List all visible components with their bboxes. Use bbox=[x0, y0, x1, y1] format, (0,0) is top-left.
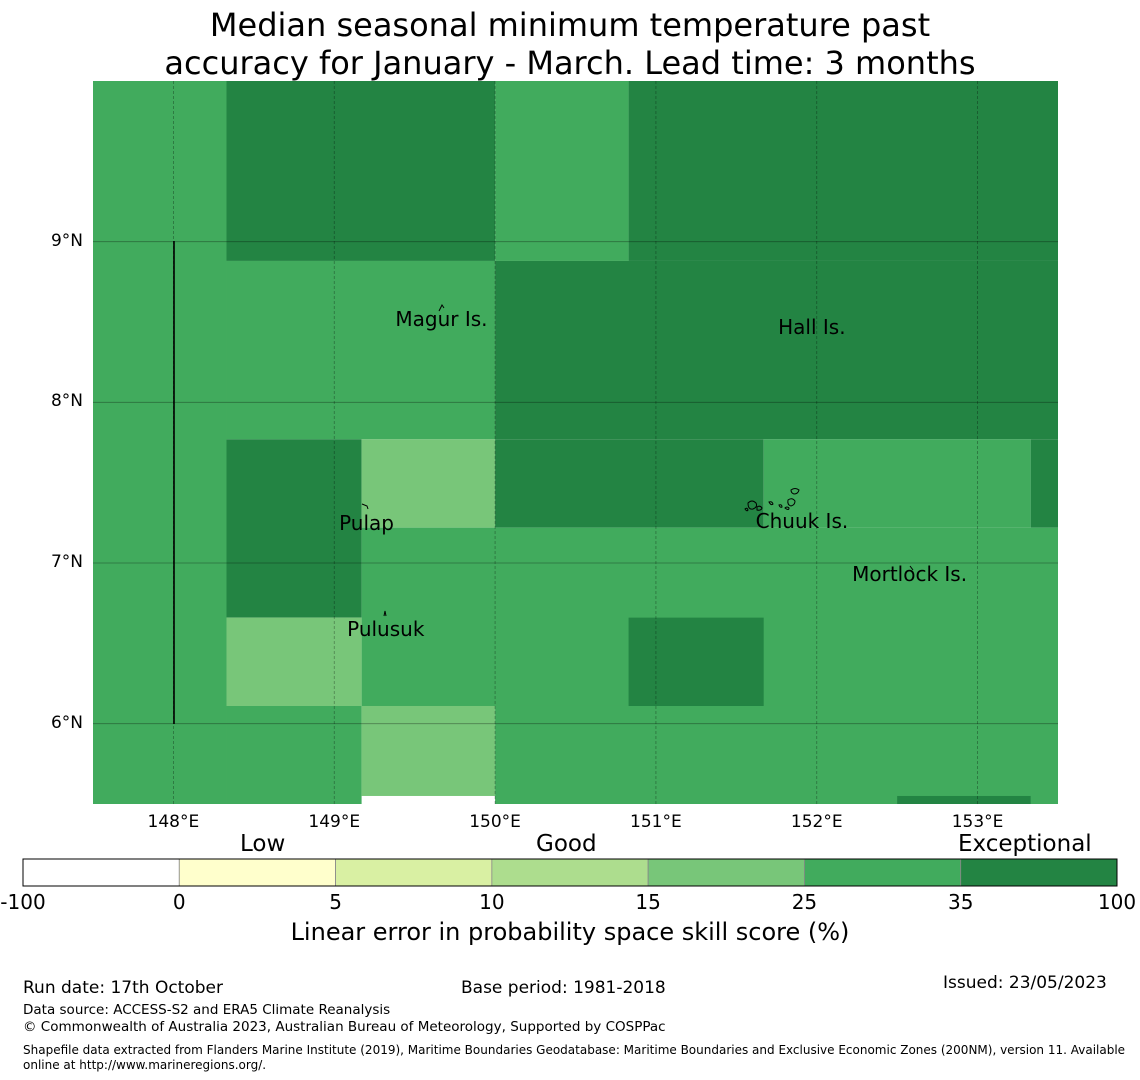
lon-tick-label: 150°E bbox=[469, 812, 521, 832]
place-label: Hall Is. bbox=[778, 314, 846, 339]
lat-tick-label: 7°N bbox=[50, 552, 83, 572]
colorbar bbox=[22, 858, 1118, 887]
grid-cell-10 bbox=[1030, 439, 1058, 528]
shapefile-credit: Shapefile data extracted from Flanders M… bbox=[23, 1043, 1126, 1072]
map-title: Median seasonal minimum temperature past… bbox=[0, 6, 1140, 82]
skill-map bbox=[93, 81, 1058, 804]
lon-tick-label: 151°E bbox=[630, 812, 682, 832]
place-label: Pulusuk bbox=[347, 616, 425, 641]
grid-cell-2 bbox=[495, 81, 629, 261]
colorbar-tick-label: 10 bbox=[479, 890, 505, 914]
grid-cell-14 bbox=[226, 705, 362, 804]
grid-cell-3 bbox=[628, 81, 1058, 261]
colorbar-tick-label: 15 bbox=[635, 890, 661, 914]
colorbar-tick-label: 100 bbox=[1097, 890, 1137, 914]
grid-cell-16 bbox=[495, 705, 1058, 804]
grid-cell-7 bbox=[361, 439, 496, 528]
map-title-line2: accuracy for January - March. Lead time:… bbox=[164, 44, 976, 82]
pulap-island-outline bbox=[361, 503, 369, 510]
issued-date: Issued: 23/05/2023 bbox=[943, 973, 1107, 993]
colorbar-segment-6 bbox=[960, 858, 1118, 887]
colorbar-tick-label: -100 bbox=[0, 890, 46, 914]
colorbar-tick-label: 0 bbox=[172, 890, 186, 914]
grid-cell-15 bbox=[361, 705, 496, 796]
copyright: © Commonwealth of Australia 2023, Austra… bbox=[23, 1019, 666, 1035]
grid-cell-13 bbox=[628, 617, 764, 706]
grid-cell-17 bbox=[897, 795, 1031, 804]
chuuk-lagoon-outline bbox=[744, 488, 800, 512]
colorbar-segment-1 bbox=[178, 858, 336, 887]
grid-cell-6 bbox=[226, 439, 362, 618]
pulusuk-island-outline bbox=[383, 610, 387, 617]
colorbar-word-exceptional: Exceptional bbox=[958, 831, 1092, 857]
lat-tick-label: 6°N bbox=[50, 712, 83, 733]
lon-tick-label: 152°E bbox=[790, 812, 843, 832]
grid-cell-9 bbox=[763, 439, 1031, 528]
colorbar-tick-label: 5 bbox=[329, 890, 342, 914]
colorbar-segment-0 bbox=[22, 858, 180, 887]
lat-tick-label: 8°N bbox=[50, 391, 83, 412]
lon-tick-label: 148°E bbox=[147, 812, 200, 832]
mortlock-island-outline bbox=[909, 565, 914, 571]
lon-tick-label: 149°E bbox=[308, 812, 361, 832]
grid-cell-5 bbox=[495, 260, 1058, 440]
grid-cell-0 bbox=[93, 81, 227, 804]
place-label: Mortlock Is. bbox=[852, 562, 968, 587]
map-title-line1: Median seasonal minimum temperature past bbox=[209, 6, 931, 44]
place-label: Pulap bbox=[339, 510, 394, 535]
colorbar-tick-label: 25 bbox=[791, 890, 818, 914]
grid-cell-12 bbox=[226, 617, 362, 706]
colorbar-word-good: Good bbox=[536, 831, 597, 857]
colorbar-segment-3 bbox=[491, 858, 649, 887]
colorbar-outline bbox=[22, 858, 1118, 887]
colorbar-segment-2 bbox=[335, 858, 493, 887]
colorbar-tick-label: 35 bbox=[947, 890, 974, 914]
coastlines bbox=[173, 241, 914, 724]
grid-cell-1 bbox=[226, 81, 496, 261]
magur-island-outline bbox=[438, 304, 445, 312]
colorbar-segment-5 bbox=[804, 858, 962, 887]
skill-grid bbox=[93, 81, 1058, 804]
graticule bbox=[93, 81, 1058, 804]
place-label: Magur Is. bbox=[395, 306, 488, 331]
lat-tick-label: 9°N bbox=[50, 230, 83, 251]
lon-tick-label: 153°E bbox=[951, 812, 1004, 832]
grid-cell-8 bbox=[495, 439, 764, 528]
colorbar-label: Linear error in probability space skill … bbox=[290, 918, 850, 946]
grid-cell-4 bbox=[226, 260, 496, 440]
base-period: Base period: 1981-2018 bbox=[461, 978, 666, 998]
run-date: Run date: 17th October bbox=[23, 978, 223, 998]
colorbar-segment-4 bbox=[647, 858, 805, 887]
place-label: Chuuk Is. bbox=[755, 509, 849, 534]
data-source: Data source: ACCESS-S2 and ERA5 Climate … bbox=[23, 1002, 391, 1018]
colorbar-word-low: Low bbox=[240, 831, 286, 857]
